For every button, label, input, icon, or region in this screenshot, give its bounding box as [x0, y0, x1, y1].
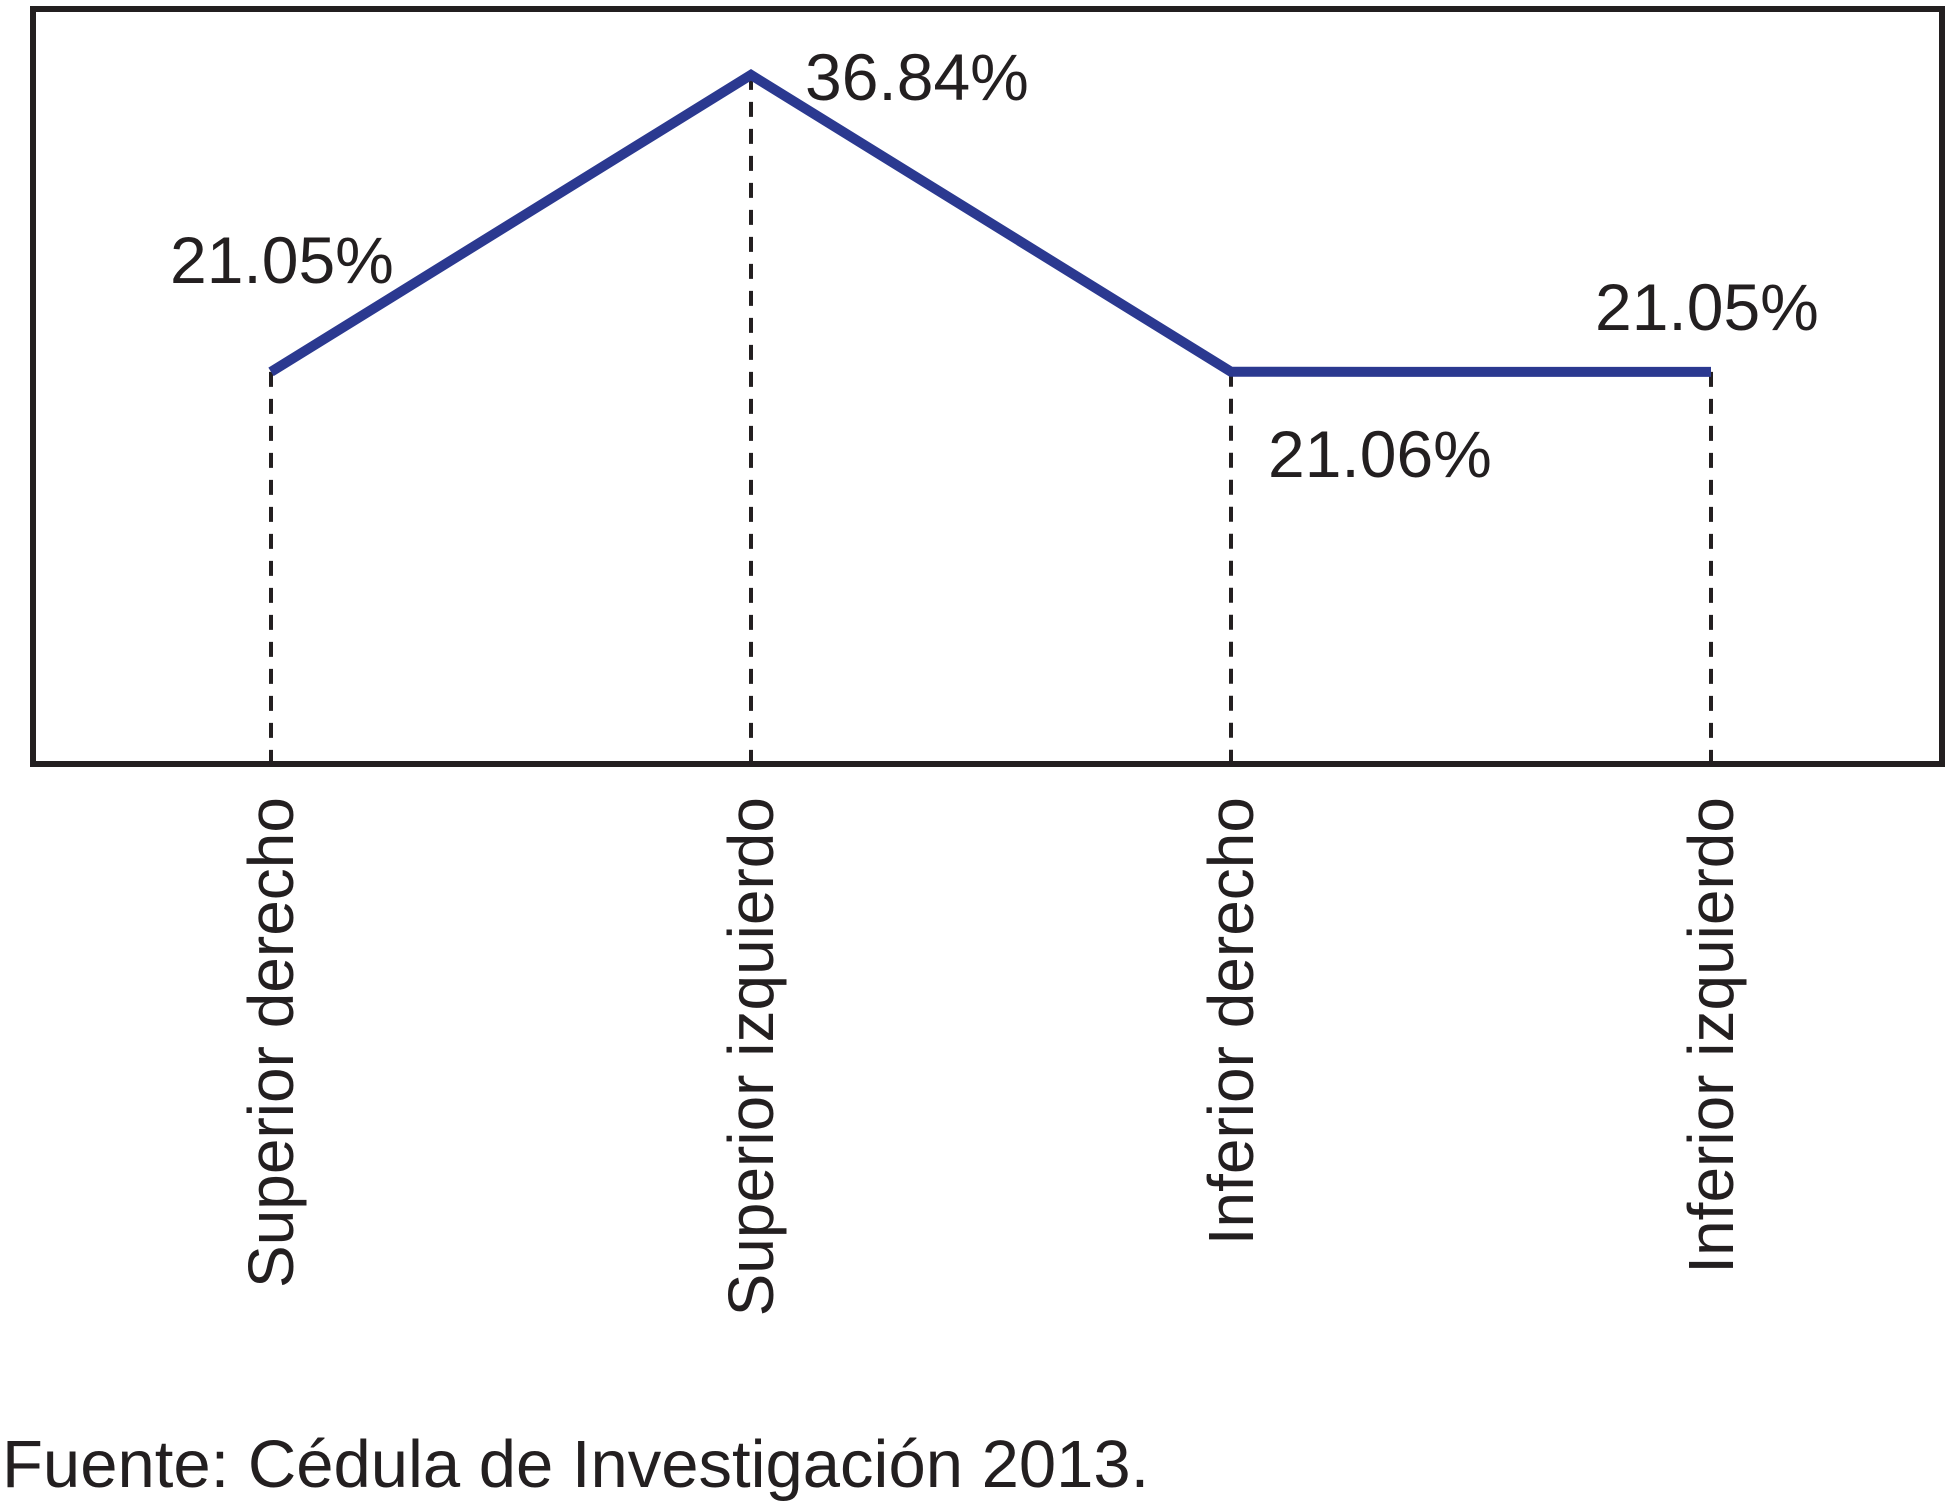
plot-area	[30, 6, 1945, 767]
category-label-superior-derecho: Superior derecho	[235, 797, 307, 1288]
value-label: 21.06%	[1268, 416, 1492, 491]
value-label: 21.05%	[1595, 269, 1819, 344]
category-label-superior-izquierdo: Superior izquierdo	[715, 797, 787, 1317]
category-label-inferior-izquierdo: Inferior izquierdo	[1675, 797, 1747, 1274]
value-label: 36.84%	[805, 39, 1029, 114]
category-label-inferior-derecho: Inferior derecho	[1195, 797, 1267, 1246]
value-label: 21.05%	[170, 222, 394, 297]
source-note: Fuente: Cédula de Investigación 2013.	[2, 1427, 1150, 1502]
